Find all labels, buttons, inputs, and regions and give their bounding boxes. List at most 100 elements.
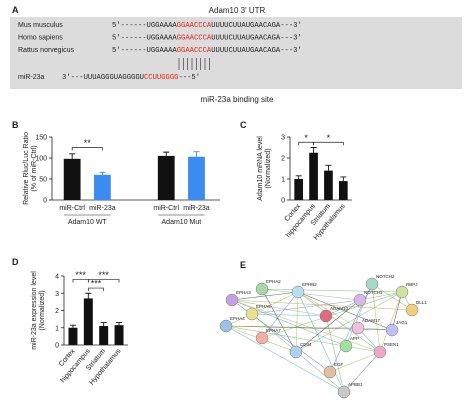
y-tick-label: 4	[55, 274, 59, 281]
y-tick-label: 0	[43, 198, 47, 205]
y-tick-label: 0	[55, 343, 59, 350]
y-tick-label: 3	[281, 135, 285, 142]
network-edge	[379, 291, 403, 353]
network-node	[245, 307, 259, 321]
y-tick-label: 100	[35, 156, 47, 163]
network-edge	[325, 315, 345, 393]
bar	[63, 158, 81, 200]
network-edge	[251, 291, 299, 315]
significance-label: *	[327, 133, 331, 143]
node-label: JAG1	[396, 320, 408, 325]
network-edge	[343, 351, 381, 393]
error-bar	[85, 292, 92, 299]
significance-label: **	[84, 138, 92, 148]
panel-letter: C	[240, 120, 247, 130]
network-node	[319, 309, 333, 323]
network-node	[365, 277, 379, 291]
significance-bracket	[87, 287, 105, 292]
node-label: EPHA4	[230, 316, 245, 321]
y-axis-label: miR-23a expression level	[31, 271, 38, 350]
x-tick-label: miR-Ctrl	[59, 205, 85, 212]
x-tick-label: miR-23a	[89, 205, 116, 212]
network-edge	[231, 299, 381, 353]
node-label: APBB1	[348, 382, 363, 387]
network-edge	[295, 299, 361, 353]
y-tick-label: 150	[35, 135, 47, 142]
network-edge	[261, 288, 403, 293]
bar	[83, 298, 93, 345]
y-axis-label: (% of miR-Ctrl)	[31, 145, 38, 191]
network-edge	[371, 283, 413, 311]
x-tick-label: miR-23a	[183, 205, 210, 212]
error-bar	[99, 171, 106, 175]
panel-letter: D	[12, 257, 19, 267]
network-node	[323, 365, 337, 379]
bar	[188, 156, 205, 200]
error-bar	[193, 151, 200, 157]
error-bar	[116, 322, 123, 326]
network-edge	[345, 283, 373, 347]
network-edge	[251, 313, 327, 317]
sequence-part: 3'---UUUAGGGUAGGGGU	[62, 74, 144, 82]
network-edge	[297, 291, 393, 331]
significance-label: ***	[91, 279, 102, 289]
network-edge	[225, 325, 381, 353]
error-bar	[295, 175, 302, 179]
bar	[94, 174, 111, 200]
y-tick-label: 1	[55, 325, 59, 332]
y-tick-label: 50	[39, 177, 47, 184]
network-node	[395, 285, 409, 299]
network-node	[289, 345, 303, 359]
network-edge	[231, 299, 347, 347]
network-edge	[225, 325, 345, 393]
species-name: Mus musculus	[18, 22, 63, 29]
network-node	[339, 339, 353, 353]
group-label: Adam10 Mut	[162, 219, 202, 226]
network-edge	[231, 299, 327, 317]
network-node	[373, 345, 387, 359]
network-node	[353, 293, 367, 307]
significance-label: ***	[75, 270, 86, 280]
panel-letter: B	[12, 120, 19, 130]
error-bar	[310, 147, 317, 153]
error-bar	[325, 164, 332, 171]
node-label: DLL1	[416, 300, 427, 305]
bar	[114, 325, 124, 345]
sequence-part: UUUUCUUAUGAACAGA---3'	[211, 35, 302, 43]
y-axis-label: Relative Rluc/Luc Ratio	[23, 132, 30, 205]
node-label: PSEN1	[384, 342, 399, 347]
sequence-part: 5'------UGGAAAA	[112, 35, 177, 43]
bar	[99, 326, 109, 345]
network-node	[351, 321, 365, 335]
node-label: APP	[350, 336, 359, 341]
y-tick-label: 0	[281, 198, 285, 205]
network-edge	[261, 291, 299, 339]
network-node	[337, 385, 351, 399]
y-axis-label: Adam10 mRNA level	[257, 136, 264, 201]
x-tick-label: miR-Ctrl	[153, 205, 179, 212]
y-axis-label: (Normalized)	[265, 148, 272, 188]
sequence-part: GGAACCCA	[177, 35, 212, 43]
y-tick-label: 1	[281, 177, 285, 184]
network-edge	[295, 291, 299, 353]
significance-label: *	[304, 133, 308, 143]
sequence-part: 5'------UGGAAAA	[112, 22, 177, 30]
sequence: 5'------UGGAAAAGGAACCCAUUUUCUUAUGAACAGA-…	[112, 47, 302, 55]
bar	[338, 181, 348, 200]
alignment-box	[10, 17, 462, 89]
error-bar	[340, 176, 347, 182]
node-label: EPHA3	[236, 290, 251, 295]
error-bar	[163, 151, 170, 156]
mirna-name: miR-23a	[18, 74, 45, 81]
y-axis-label: (Normalized)	[39, 290, 46, 330]
network-edge	[261, 288, 297, 353]
sequence-part: UUUUCUUAUGAACAGA---3'	[211, 47, 302, 55]
panel-letter: E	[240, 260, 246, 270]
error-bar	[69, 153, 76, 159]
network-edge	[325, 299, 361, 317]
panel-letter: A	[12, 5, 19, 15]
caption: miR-23a binding site	[201, 95, 274, 104]
significance-bracket	[87, 279, 120, 283]
bar	[324, 170, 333, 200]
